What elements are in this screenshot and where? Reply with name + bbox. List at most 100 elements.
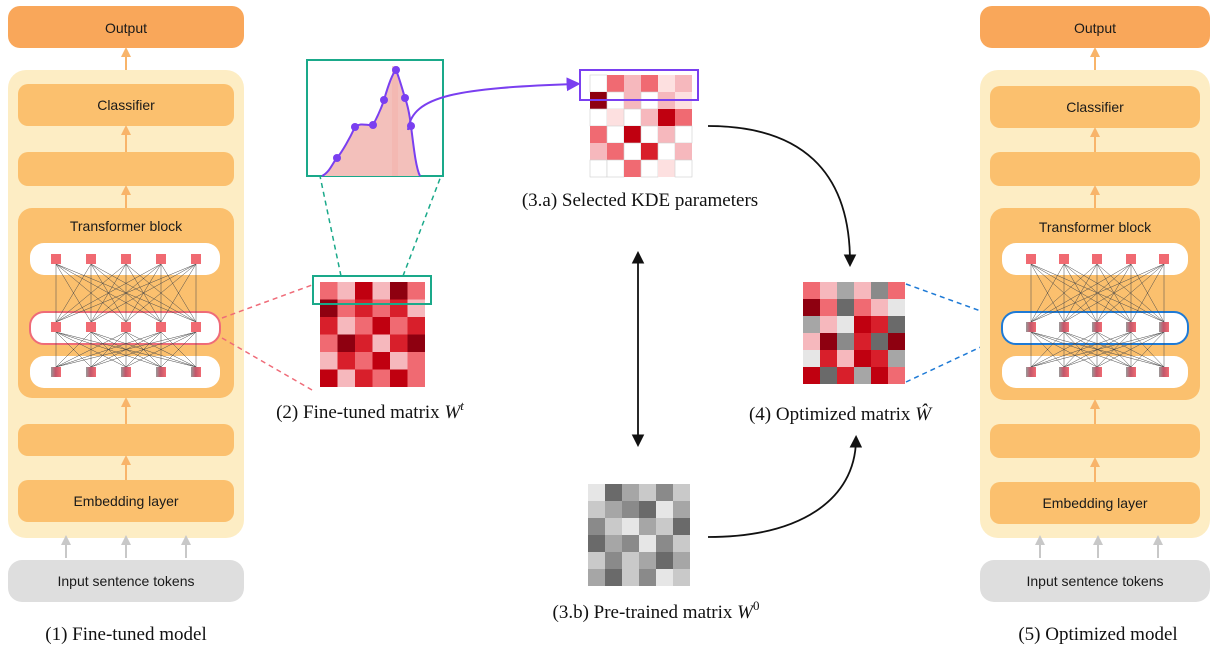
matrix-cell: [639, 552, 656, 569]
optimized-model: Output Classifier Transformer block Embe…: [980, 6, 1210, 645]
connection-line: [90, 263, 197, 323]
matrix-cell: [803, 316, 820, 333]
matrix-cell: [355, 369, 373, 387]
matrix-cell: [820, 367, 837, 384]
neuron-node: [1126, 322, 1136, 332]
matrix-cell: [337, 282, 355, 300]
matrix-cell: [656, 484, 673, 501]
matrix-cell: [605, 501, 622, 518]
output-label: Output: [1074, 20, 1116, 36]
matrix-cell: [320, 334, 338, 352]
matrix-cell: [320, 317, 338, 335]
connection-line: [1030, 331, 1065, 368]
optimized-matrix-caption: (4) Optimized matrix Ŵ: [749, 403, 933, 425]
matrix-cell: [320, 352, 338, 370]
kde-point: [369, 121, 377, 129]
neuron-node: [1059, 367, 1069, 377]
connection-line: [1063, 331, 1165, 368]
kde-point: [380, 96, 388, 104]
matrix-cell: [820, 316, 837, 333]
matrix-cell: [639, 501, 656, 518]
matrix-cell: [803, 282, 820, 299]
transformer-label: Transformer block: [1039, 219, 1152, 235]
output-block: [8, 6, 244, 48]
matrix-cell: [588, 501, 605, 518]
matrix-cell: [606, 159, 625, 178]
neuron-node: [1159, 367, 1169, 377]
input-label: Input sentence tokens: [1027, 573, 1164, 589]
matrix-cell: [854, 299, 871, 316]
input-block: [980, 560, 1210, 602]
neuron-node: [1092, 322, 1102, 332]
matrix-cell: [590, 126, 607, 143]
neuron-node: [51, 367, 61, 377]
matrix-cell: [588, 552, 605, 569]
selected-params-box: [579, 69, 699, 101]
neuron-node: [191, 254, 201, 264]
matrix-cell: [639, 569, 656, 586]
pretrained-matrix-caption: (3.b) Pre-trained matrix W0: [553, 598, 760, 623]
matrix-cell: [590, 143, 607, 160]
neuron-node: [1159, 254, 1169, 264]
zoom-line-teal: [402, 175, 442, 277]
connection-line: [1030, 331, 1098, 368]
matrix-cell: [607, 143, 624, 160]
matrix-cell: [607, 75, 624, 92]
matrix-cell: [372, 317, 390, 335]
matrix-cell: [656, 535, 673, 552]
matrix-cell: [337, 317, 355, 335]
matrix-cell: [656, 552, 673, 569]
neuron-node: [1126, 254, 1136, 264]
classifier-label: Classifier: [1066, 99, 1124, 115]
embedding-label: Embedding layer: [1042, 495, 1147, 511]
matrix-cell: [589, 159, 608, 178]
matrix-cell: [675, 143, 692, 160]
matrix-cell: [605, 518, 622, 535]
matrix-cell: [888, 350, 905, 367]
embedding-label: Embedding layer: [73, 493, 178, 509]
matrix-cell: [639, 518, 656, 535]
matrix-cell: [658, 126, 675, 143]
kde-point: [333, 154, 341, 162]
matrix-cell: [640, 125, 659, 144]
matrix-cell: [675, 109, 692, 126]
matrix-cell: [355, 299, 373, 317]
connection-line: [55, 331, 92, 368]
output-block: [980, 6, 1210, 48]
matrix-cell: [337, 352, 355, 370]
optimized-model-caption: (5) Optimized model: [1018, 624, 1177, 645]
zoom-line-red: [221, 284, 313, 319]
matrix-cell: [871, 282, 888, 299]
matrix-cell: [588, 569, 605, 586]
matrix-cell: [803, 333, 820, 350]
kde-area: [337, 70, 420, 176]
matrix-cell: [390, 317, 408, 335]
matrix-cell: [372, 334, 390, 352]
neuron-node: [191, 322, 201, 332]
kde-point: [351, 123, 359, 131]
connection-line: [1030, 331, 1132, 368]
neuron-node: [51, 322, 61, 332]
neuron-node: [1026, 322, 1036, 332]
matrix-cell: [407, 282, 425, 300]
connection-line: [55, 331, 197, 368]
matrix-cell: [588, 484, 605, 501]
connection-line: [1063, 263, 1098, 323]
matrix-cell: [854, 350, 871, 367]
kde-parameter-matrix: [589, 74, 693, 178]
matrix-cell: [888, 316, 905, 333]
matrix-cell: [390, 352, 408, 370]
zoom-line-teal: [319, 175, 342, 277]
matrix-cell: [641, 75, 658, 92]
connection-line: [1130, 331, 1165, 368]
matrix-cell: [854, 282, 871, 299]
matrix-cell: [589, 74, 608, 93]
kde-to-params-arrow: [407, 77, 581, 131]
matrix-cell: [641, 109, 658, 126]
matrix-cell: [871, 299, 888, 316]
matrix-cell: [837, 367, 854, 384]
matrix-cell: [355, 334, 373, 352]
connection-line: [55, 331, 162, 368]
matrix-cell: [640, 159, 659, 178]
